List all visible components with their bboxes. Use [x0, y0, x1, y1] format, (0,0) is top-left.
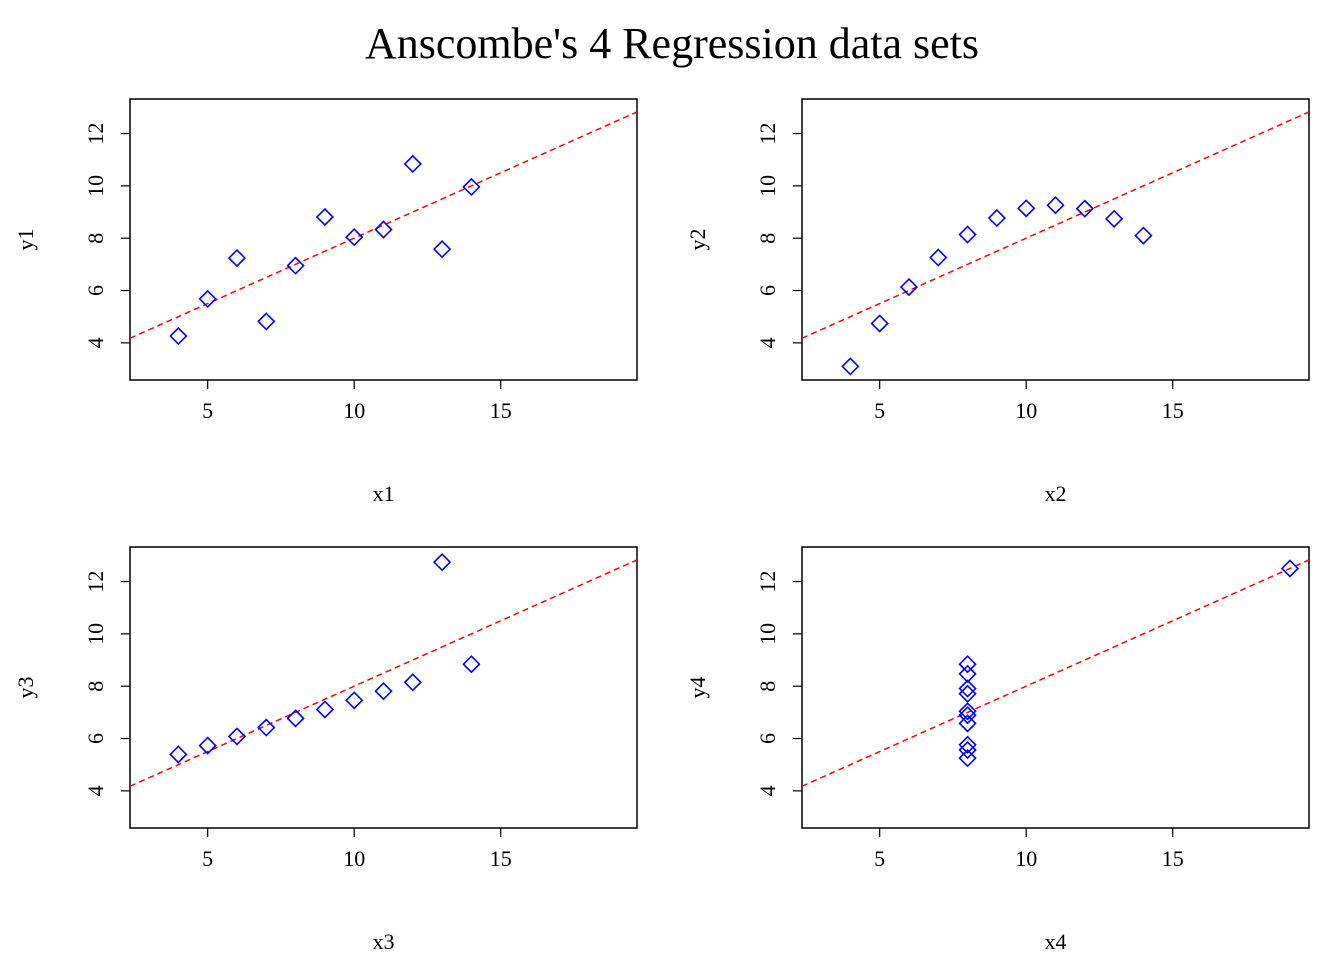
data-point	[169, 326, 188, 346]
data-point	[403, 154, 422, 174]
y-tick-label: 4	[83, 785, 108, 796]
data-point	[286, 256, 305, 275]
x-tick-label: 15	[1162, 398, 1184, 423]
data-point	[1134, 226, 1153, 245]
data-point	[958, 714, 977, 733]
data-point	[958, 735, 977, 754]
y-tick-label: 4	[83, 337, 108, 348]
y-tick-label: 12	[83, 571, 108, 593]
x-tick-label: 10	[343, 398, 365, 423]
data-point	[462, 177, 481, 197]
data-point	[958, 706, 977, 725]
data-point	[987, 208, 1007, 228]
data-point	[1046, 196, 1065, 215]
y-tick-label: 10	[755, 175, 780, 197]
data-point	[345, 691, 364, 710]
regression-line	[130, 559, 637, 787]
data-point	[1280, 559, 1300, 578]
data-point	[958, 740, 977, 760]
y-tick-label: 6	[755, 285, 780, 296]
x-tick-label: 5	[874, 846, 885, 871]
y-tick-label: 10	[83, 623, 108, 645]
y-axis-label: y3	[13, 677, 38, 699]
data-point	[227, 248, 247, 268]
data-point	[462, 655, 481, 674]
data-point	[432, 553, 452, 572]
data-point	[227, 727, 247, 746]
y-axis-label: y4	[685, 677, 710, 699]
data-point	[958, 655, 977, 674]
x-tick-label: 10	[1015, 398, 1037, 423]
y-tick-label: 8	[83, 233, 108, 244]
data-point	[315, 700, 335, 719]
x-axis-label: x1	[373, 481, 395, 506]
x-tick-label: 5	[874, 398, 885, 423]
data-point	[870, 314, 889, 333]
x-tick-label: 10	[1015, 846, 1037, 871]
data-point	[432, 240, 452, 259]
data-point	[841, 357, 860, 376]
regression-line	[802, 111, 1309, 339]
y-axis-label: y2	[685, 229, 710, 251]
x-tick-label: 15	[490, 398, 512, 423]
panel-3: 5 10 15 4 6 8 10 12 x3 y3	[13, 546, 638, 954]
y-tick-label: 12	[83, 123, 108, 145]
x-tick-label: 15	[490, 846, 512, 871]
data-point	[899, 277, 919, 297]
x-axis-label: x2	[1045, 481, 1067, 506]
y-tick-label: 12	[755, 571, 780, 593]
x-tick-label: 10	[343, 846, 365, 871]
y-tick-label: 8	[83, 681, 108, 692]
data-point	[958, 664, 977, 684]
y-tick-label: 6	[83, 733, 108, 744]
data-point	[958, 225, 977, 244]
x-tick-label: 5	[202, 846, 213, 871]
data-point	[958, 684, 977, 703]
y-tick-label: 8	[755, 233, 780, 244]
plot-frame	[801, 98, 1310, 381]
panel-2: 5 10 15 4 6 8 10 12 x2 y2	[685, 98, 1310, 506]
y-tick-label: 4	[755, 785, 780, 796]
data-point	[169, 745, 188, 764]
data-point	[286, 709, 305, 728]
data-point	[374, 220, 393, 239]
data-point	[1104, 209, 1124, 228]
data-point	[958, 679, 977, 698]
data-point	[198, 289, 217, 309]
y-tick-label: 10	[83, 175, 108, 197]
panel-4: 5 10 15 4 6 8 10 12 x4 y4	[685, 546, 1310, 954]
y-tick-label: 4	[755, 337, 780, 348]
data-point	[1017, 199, 1036, 218]
data-point	[374, 682, 393, 701]
data-point	[345, 228, 364, 247]
x-tick-label: 15	[1162, 846, 1184, 871]
x-axis-label: x4	[1045, 929, 1067, 954]
panels-container: 5 10 15 4 6 8 10 12 x1 y1 5 10 15 4 6 8 10 12 x2 y2 5 10 15 4 6 8…	[13, 98, 1310, 954]
data-point	[958, 702, 977, 721]
figure-title: Anscombe's 4 Regression data sets	[365, 19, 979, 68]
x-tick-label: 5	[202, 398, 213, 423]
data-point	[403, 673, 422, 692]
data-point	[257, 312, 276, 331]
y-tick-label: 10	[755, 623, 780, 645]
plot-frame	[129, 98, 638, 381]
y-tick-label: 6	[755, 733, 780, 744]
data-point	[958, 749, 977, 768]
y-tick-label: 12	[755, 123, 780, 145]
y-tick-label: 8	[755, 681, 780, 692]
plot-frame	[129, 546, 638, 829]
data-point	[198, 736, 217, 755]
data-point	[929, 248, 948, 267]
data-point	[1075, 199, 1094, 218]
data-point	[257, 718, 276, 737]
plot-frame	[801, 546, 1310, 829]
panel-1: 5 10 15 4 6 8 10 12 x1 y1	[13, 98, 638, 506]
regression-line	[802, 559, 1309, 787]
x-axis-label: x3	[373, 929, 395, 954]
y-axis-label: y1	[13, 229, 38, 251]
y-tick-label: 6	[83, 285, 108, 296]
data-point	[315, 207, 335, 227]
